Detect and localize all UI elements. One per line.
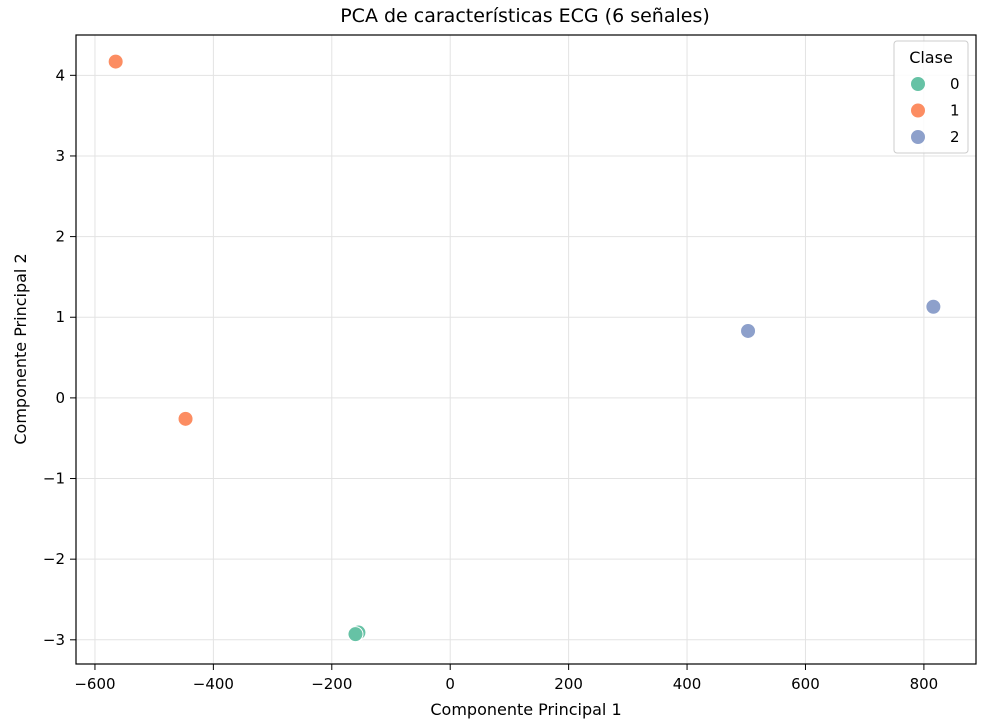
legend-label-2: 2 [950,128,960,146]
legend: Clase 0 1 2 [893,40,969,154]
y-tick-label: −3 [43,631,65,649]
x-tick-label: 400 [673,675,702,693]
data-point-class-0 [347,626,364,643]
y-tick-label: 0 [55,389,65,407]
y-tick-label: 1 [55,308,65,326]
x-axis-label: Componente Principal 1 [430,700,621,719]
legend-title: Clase [909,48,953,67]
x-tick-label: −600 [74,675,115,693]
y-tick-label: 3 [55,147,65,165]
x-tick-label: 200 [554,675,583,693]
x-tick-label: 600 [791,675,820,693]
data-points [107,53,942,643]
grid-lines [76,35,976,664]
axis-ticks: −600 −400 −200 0 200 400 600 800 −3 −2 −1 0 1 2 3 4 [43,66,938,693]
legend-marker-2 [910,129,926,145]
data-point-class-1 [177,410,194,427]
x-tick-label: −400 [193,675,234,693]
legend-marker-1 [910,102,926,119]
y-tick-label: 4 [55,66,65,84]
y-tick-label: −1 [43,470,65,488]
legend-marker-0 [910,76,926,92]
x-tick-label: 800 [910,675,939,693]
chart-title: PCA de características ECG (6 señales) [340,5,710,27]
y-axis-label: Componente Principal 2 [11,253,30,444]
y-tick-label: 2 [55,228,65,246]
data-point-class-2 [925,298,942,315]
y-tick-label: −2 [43,550,65,568]
legend-box [893,40,969,154]
data-point-class-1 [107,53,124,70]
legend-label-0: 0 [950,75,960,93]
x-tick-label: 0 [445,675,455,693]
plot-area [75,34,977,665]
x-tick-label: −200 [311,675,352,693]
legend-label-1: 1 [950,102,960,120]
data-point-class-2 [740,322,757,339]
